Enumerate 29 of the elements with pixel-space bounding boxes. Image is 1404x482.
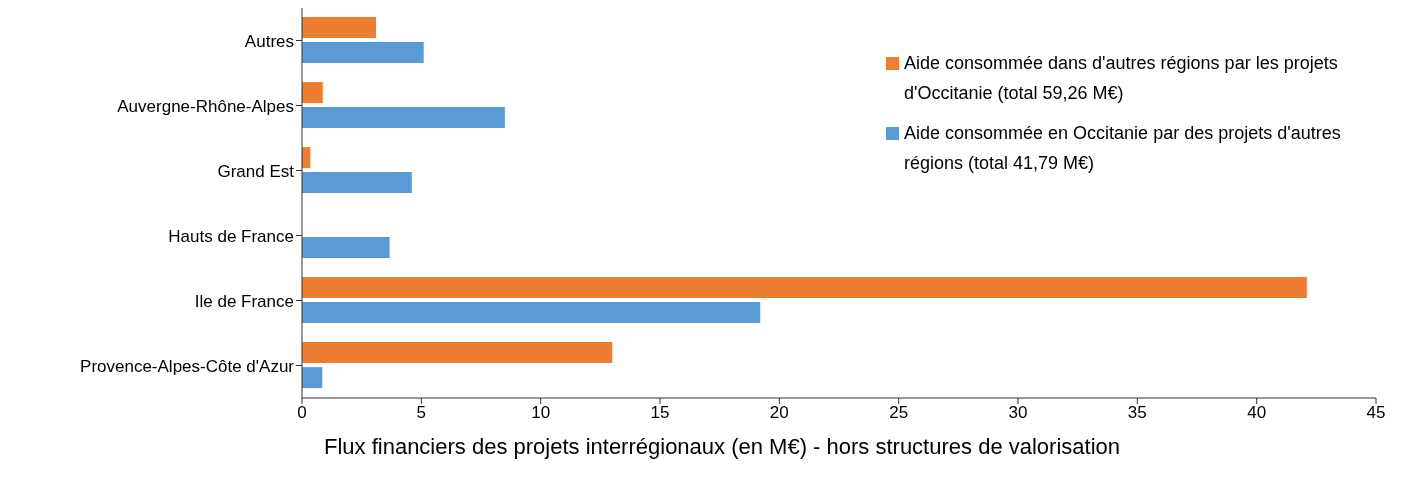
bar <box>302 302 761 324</box>
x-tick-label: 40 <box>1247 403 1267 423</box>
x-axis-title: Flux financiers des projets interrégionaux (en M€) - hors structures de valorisation <box>323 434 1121 460</box>
bar <box>302 342 613 364</box>
x-tick-label: 45 <box>1366 403 1386 423</box>
bar <box>302 17 376 39</box>
y-tick-label: Autres <box>244 31 294 51</box>
bar <box>302 367 323 389</box>
bar <box>302 107 505 129</box>
bar <box>302 277 1307 299</box>
y-tick-label: Ile de France <box>194 291 294 311</box>
y-tick-label: Auvergne-Rhône-Alpes <box>117 96 294 116</box>
bar <box>302 42 424 64</box>
x-tick-label: 35 <box>1127 403 1147 423</box>
x-tick-label: 0 <box>297 403 307 423</box>
x-tick-label: 10 <box>531 403 551 423</box>
x-tick-label: 20 <box>769 403 789 423</box>
bar <box>302 237 390 259</box>
y-tick-label: Hauts de France <box>168 226 294 246</box>
bar <box>302 172 412 194</box>
y-tick-label: Grand Est <box>217 161 295 181</box>
y-tick-label: Provence-Alpes-Côte d'Azur <box>80 356 295 376</box>
x-tick-label: 25 <box>889 403 909 423</box>
x-tick-label: 15 <box>650 403 670 423</box>
legend-label: Aide consommée en Occitanie par des projets d'autres régions (total 41,79 M€) <box>904 122 1342 175</box>
legend-label: Aide consommée dans d'autres régions par les projets d'Occitanie (total 59,26 M€) <box>904 52 1339 105</box>
bar <box>302 82 323 104</box>
x-tick-label: 5 <box>416 403 427 423</box>
x-tick-label: 30 <box>1008 403 1028 423</box>
